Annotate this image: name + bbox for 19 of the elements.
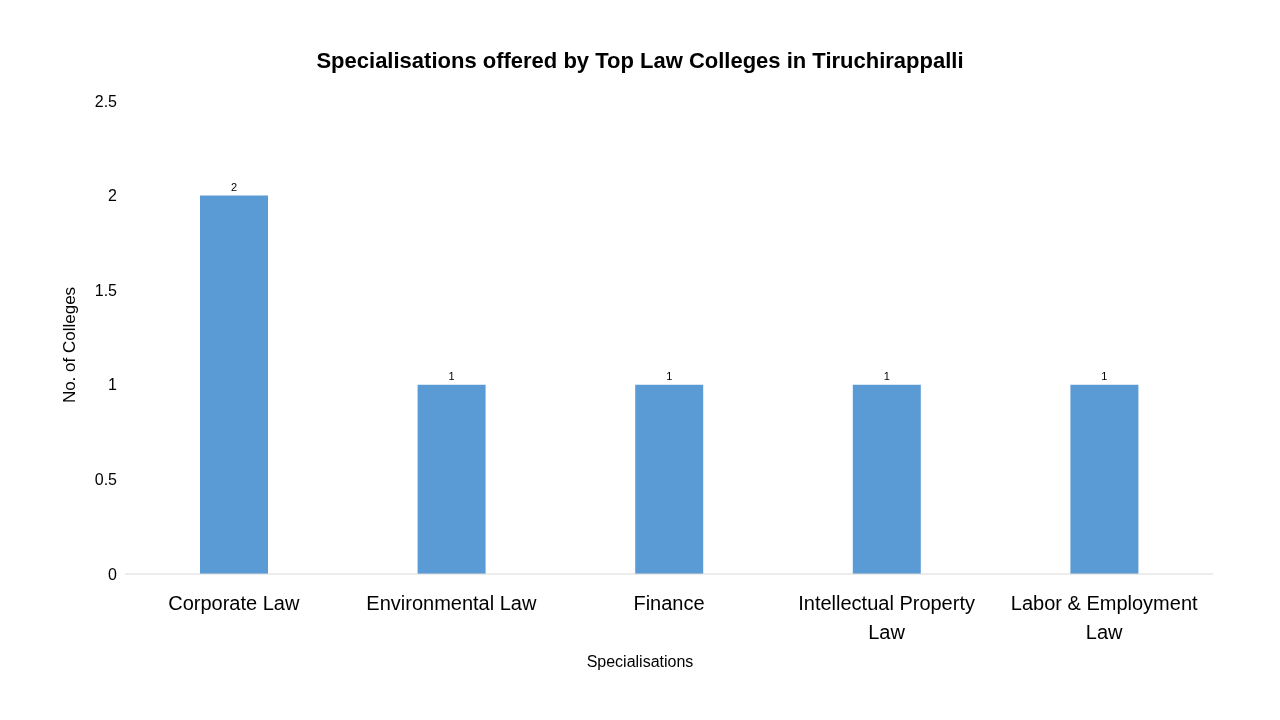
data-label: 1 (448, 369, 455, 382)
x-tick-label: Finance (633, 592, 705, 614)
data-label: 2 (230, 180, 238, 193)
data-label: 1 (883, 369, 890, 382)
y-tick-label: 0.5 (94, 471, 118, 489)
y-tick-label: 2.5 (94, 92, 118, 110)
x-axis-title: Specialisations (585, 653, 695, 671)
y-axis-title: No. of Colleges (60, 286, 80, 404)
y-tick-label: 1.5 (94, 281, 118, 299)
data-label: 1 (1101, 369, 1108, 382)
y-tick-label: 0 (108, 565, 118, 583)
y-tick-label: 1 (108, 376, 118, 394)
x-tick-label: Environmental Law (366, 592, 537, 614)
chart-title: Specialisations offered by Top Law Colleges in Tiruchirappalli (315, 48, 965, 74)
data-label: 1 (666, 369, 673, 382)
y-tick-label: 2 (108, 187, 118, 205)
x-tick-label: Corporate Law (168, 592, 300, 614)
x-tick-label: Intellectual Property Law (798, 592, 975, 643)
x-tick-label: Labor & Employment Law (1010, 592, 1199, 643)
